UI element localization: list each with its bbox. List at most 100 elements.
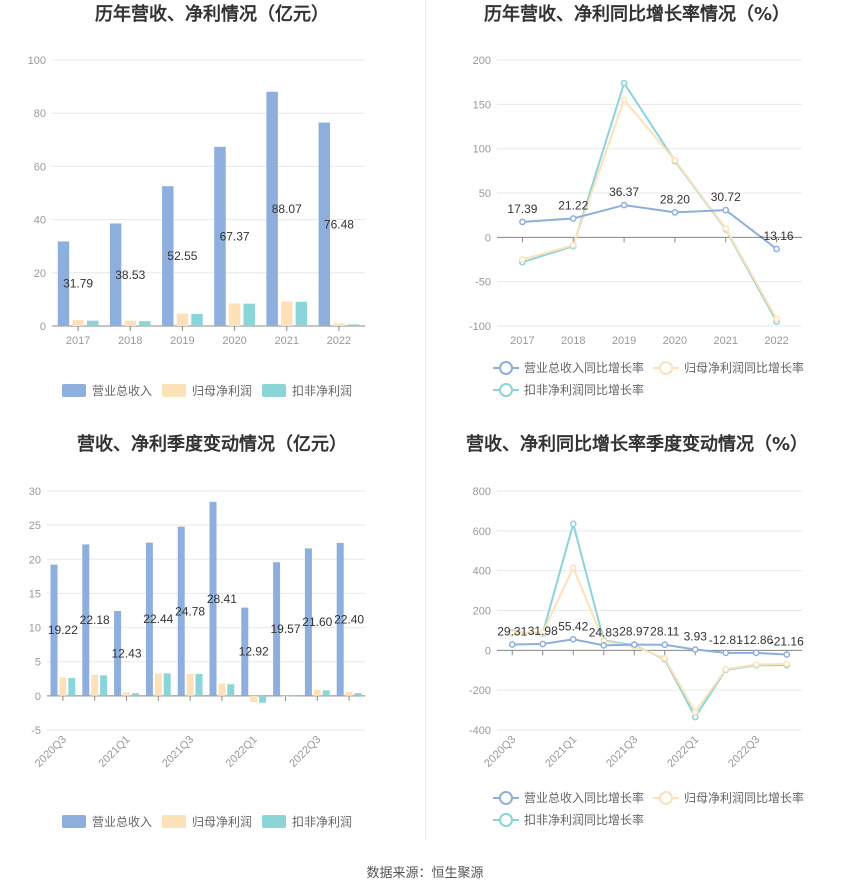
bar-deducted-profit — [86, 320, 99, 326]
y-tick-label: -100 — [469, 321, 491, 333]
x-tick-label: 2018 — [561, 335, 585, 347]
bar-deducted-profit — [131, 693, 139, 696]
bar-net-profit — [59, 677, 67, 696]
bar-net-profit — [281, 301, 293, 326]
series-point-1 — [783, 660, 791, 668]
legend-label: 扣非净利润 — [292, 384, 352, 398]
revenue-data-label: 24.78 — [175, 604, 205, 618]
series-point-1 — [569, 564, 577, 572]
y-tick-label: 50 — [479, 188, 491, 200]
legend-label: 归母净利润 — [192, 384, 252, 398]
y-tick-label: 100 — [473, 144, 491, 156]
bar-net-profit — [250, 695, 258, 703]
chart-title: 营收、净利同比增长率季度变动情况（%） — [466, 433, 808, 455]
quarterly-revenue-profit-panel: 营收、净利季度变动情况（亿元） -5 0 5 10 15 20 25 30 2020Q3 2021Q… — [0, 430, 425, 860]
legend-swatch — [62, 815, 86, 828]
x-tick-label: 2021Q3 — [604, 734, 640, 770]
x-tick-label: 2017 — [66, 335, 90, 347]
growth-data-label: 36.37 — [609, 185, 639, 199]
revenue-data-label: 19.22 — [48, 623, 78, 637]
legend-label: 扣非净利润同比增长率 — [524, 812, 644, 827]
bar-net-profit — [345, 691, 353, 696]
series-point-1 — [722, 225, 730, 232]
series-point-0 — [569, 635, 577, 643]
y-tick-label: 400 — [473, 566, 491, 578]
y-tick-label: 80 — [34, 108, 46, 120]
bar-revenue — [241, 607, 249, 696]
chart-title: 历年营收、净利同比增长率情况（%） — [484, 3, 790, 25]
bar-net-profit — [186, 674, 194, 696]
y-tick-label: 15 — [29, 588, 41, 600]
series-point-0 — [773, 245, 780, 253]
bar-net-profit — [72, 320, 84, 326]
y-tick-label: 150 — [473, 99, 491, 111]
legend-swatch — [162, 384, 186, 397]
y-tick-label: 5 — [35, 657, 41, 669]
legend-swatch — [262, 384, 286, 397]
y-tick-label: 60 — [34, 161, 46, 173]
revenue-data-label: 21.60 — [302, 615, 332, 629]
quarterly-revenue-profit-chart: 营收、净利季度变动情况（亿元） -5 0 5 10 15 20 25 30 2020Q3 2021Q… — [29, 433, 365, 829]
series-point-1 — [671, 156, 679, 164]
x-tick-label: 2021Q1 — [96, 734, 132, 770]
x-tick-label: 2020Q3 — [33, 734, 69, 770]
growth-data-label: 28.97 — [619, 625, 649, 639]
bar-deducted-profit — [163, 673, 171, 696]
bar-net-profit — [124, 320, 136, 326]
series-point-1 — [752, 661, 760, 669]
revenue-data-label: 22.18 — [80, 613, 110, 627]
bar-revenue — [214, 146, 226, 326]
bar-deducted-profit — [195, 674, 203, 696]
bar-net-profit — [154, 673, 162, 696]
y-tick-label: 600 — [473, 526, 491, 538]
series-point-1 — [620, 96, 628, 104]
bar-net-profit — [333, 323, 345, 326]
bar-deducted-profit — [68, 678, 76, 696]
legend-marker — [499, 813, 513, 827]
series-point-1 — [773, 315, 780, 323]
bar-deducted-profit — [227, 684, 235, 696]
vertical-divider — [425, 0, 426, 840]
bar-net-profit — [123, 692, 130, 696]
growth-data-label: -21.16 — [770, 635, 804, 649]
series-point-0 — [783, 651, 791, 658]
growth-data-label: -12.86 — [739, 633, 773, 647]
bar-revenue — [318, 122, 331, 326]
quarterly-growth-rate-panel: 营收、净利同比增长率季度变动情况（%） -400 -200 0 200 400 600 800… — [425, 430, 850, 860]
y-tick-label: 40 — [34, 215, 46, 227]
x-tick-label: 2022Q1 — [224, 734, 260, 770]
bar-net-profit — [313, 689, 321, 696]
y-tick-label: -50 — [475, 277, 491, 289]
series-line-0 — [512, 638, 787, 656]
x-tick-label: 2019 — [170, 335, 194, 347]
series-point-0 — [569, 215, 577, 222]
bar-revenue — [50, 564, 58, 696]
series-point-0 — [508, 641, 516, 648]
series-point-2 — [620, 79, 628, 87]
bar-deducted-profit — [322, 690, 330, 696]
series-point-1 — [539, 629, 547, 636]
revenue-data-label: 19.57 — [270, 622, 300, 636]
growth-data-label: 29.31 — [497, 624, 527, 638]
x-tick-label: 2021Q3 — [160, 734, 196, 770]
x-tick-label: 2022 — [327, 335, 351, 347]
bar-net-profit — [228, 303, 241, 326]
bar-deducted-profit — [347, 324, 360, 326]
legend-label: 营业总收入同比增长率 — [524, 790, 644, 805]
revenue-data-label: 12.92 — [239, 645, 269, 659]
revenue-data-label: 52.55 — [167, 249, 197, 263]
series-point-0 — [519, 218, 526, 226]
bar-net-profit — [176, 313, 189, 326]
legend-marker — [659, 791, 673, 805]
legend-marker — [499, 361, 513, 375]
y-tick-label: 0 — [40, 321, 46, 333]
series-line-1 — [512, 565, 787, 714]
bar-net-profit — [282, 695, 289, 697]
series-point-0 — [661, 641, 669, 649]
legend-label: 归母净利润 — [192, 815, 252, 829]
growth-data-label: 30.72 — [711, 190, 741, 204]
legend-label: 营业总收入 — [92, 384, 152, 398]
annual-revenue-profit-panel: 历年营收、净利情况（亿元） 0 20 40 60 80 100 2017 2018 2019 202… — [0, 0, 425, 430]
growth-data-label: 24.83 — [589, 625, 619, 639]
series-point-0 — [691, 646, 699, 653]
